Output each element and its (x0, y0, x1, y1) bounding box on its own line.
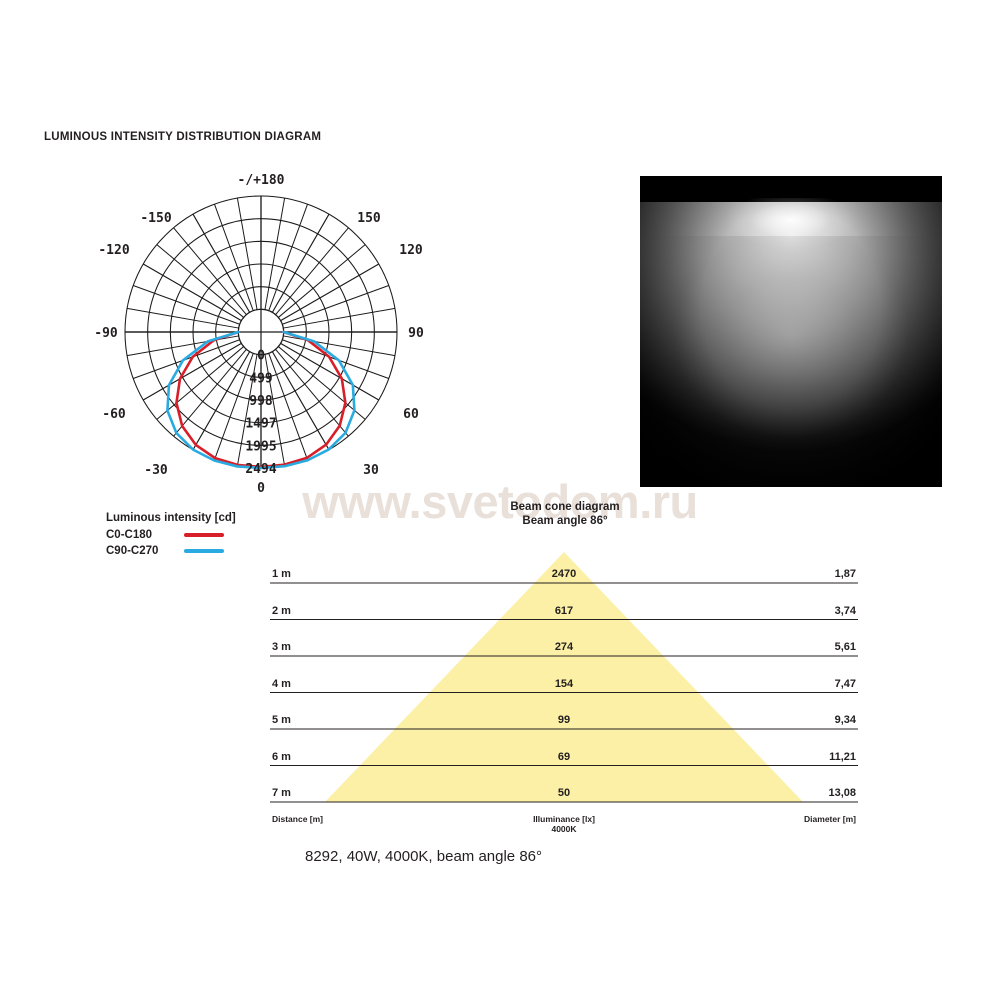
beam-cone-diameter-value: 9,34 (834, 714, 856, 726)
column-header-illuminance-line2: 4000K (551, 824, 577, 834)
polar-angle-label: -/+180 (238, 173, 285, 188)
polar-radial-label: 1497 (245, 417, 276, 432)
legend-label-c90-c270: C90-C270 (106, 545, 159, 557)
polar-angle-tick-labels: -/+180 -150 150 -120 120 -90 90 -60 60 -30 30 0 (94, 173, 424, 496)
polar-radial-label: 499 (249, 371, 272, 386)
legend-item-c0-c180: C0-C180 (106, 527, 236, 543)
beam-cone-diameter-value: 1,87 (834, 568, 856, 580)
beam-cone-heading-line2: Beam angle 86° (522, 515, 608, 527)
beam-cone-distance-value: 5 m (272, 714, 291, 726)
photo-vignette (640, 176, 942, 487)
beam-cone-illuminance-value: 154 (554, 677, 574, 690)
legend-title: Luminous intensity [cd] (106, 512, 236, 524)
luminaire-light-distribution-photo (640, 176, 942, 487)
beam-cone-distance-value: 2 m (272, 604, 291, 617)
beam-cone-distance-value: 6 m (272, 750, 291, 763)
product-caption: 8292, 40W, 4000K, beam angle 86° (305, 848, 543, 865)
polar-radial-tick-labels: 0 499 998 1497 1995 2494 (245, 349, 276, 477)
polar-angle-label: 150 (357, 211, 381, 226)
polar-angle-label: 90 (408, 326, 424, 341)
polar-angle-label: -90 (94, 326, 118, 341)
polar-angle-label: -60 (102, 407, 126, 422)
polar-angle-label: 60 (403, 407, 419, 422)
column-header-diameter: Diameter [m] (804, 814, 856, 824)
beam-cone-distance-value: 3 m (272, 641, 291, 653)
column-header-distance: Distance [m] (272, 814, 324, 824)
beam-cone-illuminance-value: 99 (557, 714, 571, 726)
beam-cone-distance-value: 1 m (272, 568, 291, 580)
beam-cone-svg (270, 552, 858, 803)
beam-cone-illuminance-value: 2470 (551, 568, 577, 580)
beam-cone-diameter-value: 7,47 (834, 677, 856, 690)
beam-cone-illuminance-value: 50 (557, 787, 571, 799)
polar-angle-label: 30 (363, 463, 379, 478)
polar-curve-c90-c270 (166, 330, 356, 470)
beam-cone-illuminance-value: 617 (554, 604, 574, 617)
beam-cone-diameter-value: 13,08 (828, 787, 856, 799)
beam-cone-diameter-value: 11,21 (829, 750, 856, 763)
beam-cone-illuminance-value: 69 (557, 750, 571, 763)
beam-cone-distance-value: 7 m (272, 787, 291, 799)
polar-radial-label: 998 (249, 394, 273, 409)
beam-cone-heading: Beam cone diagram Beam angle 86° (425, 500, 705, 528)
polar-angle-label: 120 (399, 243, 423, 258)
page-title: LUMINOUS INTENSITY DISTRIBUTION DIAGRAM (44, 131, 322, 143)
beam-cone-diameter-value: 5,61 (834, 641, 856, 653)
beam-cone-triangle (325, 552, 803, 802)
legend-swatch-c0-c180 (184, 533, 224, 537)
polar-curves (166, 330, 356, 470)
legend-label-c0-c180: C0-C180 (106, 529, 153, 541)
luminous-intensity-polar-chart: 0 499 998 1497 1995 2494 -/+180 -150 150 -120 120… (60, 165, 470, 505)
polar-radial-label: 2494 (245, 462, 276, 477)
polar-chart-svg: 0 499 998 1497 1995 2494 -/+180 -150 150 -120 120… (94, 173, 424, 496)
column-header-illuminance: Illuminance [lx] 4000K (270, 814, 858, 834)
polar-radial-label: 0 (257, 349, 265, 364)
legend-swatch-c90-c270 (184, 549, 224, 553)
beam-cone-diagram: 1 m 2470 1,87 2 m 617 3,74 3 m 274 5,61 4 m 154 7,4… (270, 552, 858, 844)
polar-chart-legend: Luminous intensity [cd] C0-C180 C90-C270 (106, 510, 236, 559)
beam-cone-diameter-value: 3,74 (834, 604, 856, 617)
polar-radial-label: 1995 (245, 439, 276, 454)
legend-item-c90-c270: C90-C270 (106, 543, 236, 559)
beam-cone-distance-value: 4 m (272, 677, 291, 690)
beam-cone-row-rules (270, 582, 858, 803)
polar-angle-label: -30 (144, 463, 168, 478)
beam-cone-illuminance-value: 274 (554, 641, 574, 653)
beam-cone-heading-line1: Beam cone diagram (510, 501, 620, 513)
column-header-illuminance-line1: Illuminance [lx] (533, 814, 595, 824)
polar-angle-label: 0 (257, 481, 265, 496)
polar-angle-label: -150 (140, 211, 171, 226)
polar-angle-label: -120 (98, 243, 129, 258)
